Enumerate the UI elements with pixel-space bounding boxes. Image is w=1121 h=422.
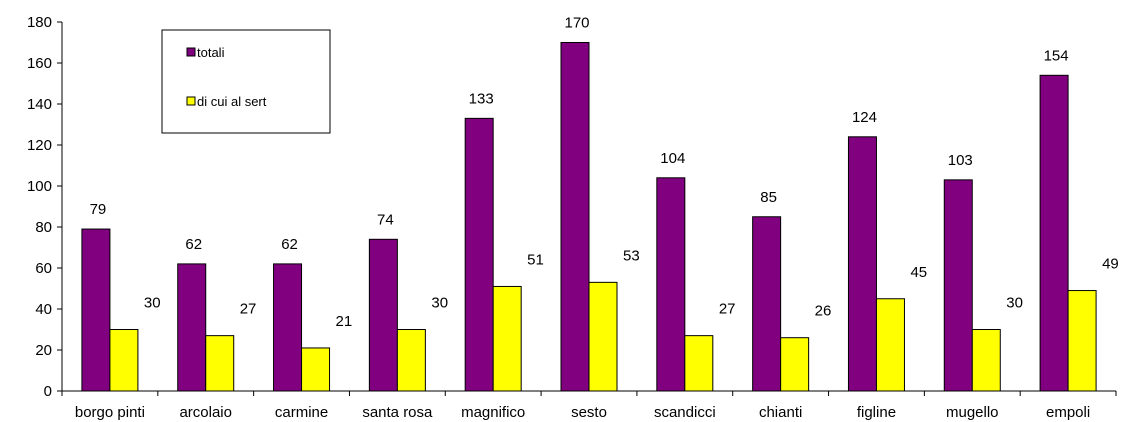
x-tick-label: carmine bbox=[275, 404, 328, 421]
bar-totali bbox=[656, 177, 686, 392]
y-tick-label: 100 bbox=[27, 178, 52, 195]
data-label-totali: 79 bbox=[90, 201, 107, 218]
data-label-di-cui-al-sert: 51 bbox=[527, 251, 544, 268]
data-label-di-cui-al-sert: 27 bbox=[719, 301, 736, 318]
data-label-totali: 133 bbox=[469, 90, 494, 107]
legend-label-sert: di cui al sert bbox=[197, 94, 267, 109]
bar-totali bbox=[1039, 74, 1069, 392]
bar-di-cui-al-sert bbox=[205, 335, 235, 392]
bar-di-cui-al-sert bbox=[301, 347, 331, 392]
y-tick-label: 40 bbox=[35, 301, 52, 318]
data-label-di-cui-al-sert: 53 bbox=[623, 247, 640, 264]
bar-totali bbox=[177, 263, 207, 392]
data-label-di-cui-al-sert: 49 bbox=[1102, 256, 1119, 273]
data-label-totali: 85 bbox=[760, 189, 777, 206]
y-tick-label: 80 bbox=[35, 219, 52, 236]
data-label-totali: 124 bbox=[852, 109, 877, 126]
x-tick-label: santa rosa bbox=[362, 404, 433, 421]
x-tick-label: chianti bbox=[759, 404, 802, 421]
bar-totali bbox=[847, 136, 877, 392]
bar-di-cui-al-sert bbox=[684, 335, 714, 392]
bar-totali bbox=[464, 117, 494, 392]
x-tick-label: sesto bbox=[571, 404, 607, 421]
y-axis: 0 20 40 60 80 100 120 140 160 180 bbox=[27, 14, 63, 400]
y-tick-label: 60 bbox=[35, 260, 52, 277]
legend-swatch-totali bbox=[186, 47, 196, 57]
y-tick-label: 20 bbox=[35, 342, 52, 359]
bar-totali bbox=[81, 228, 111, 392]
bar-di-cui-al-sert bbox=[780, 337, 810, 392]
bar-di-cui-al-sert bbox=[492, 285, 522, 392]
data-label-di-cui-al-sert: 30 bbox=[144, 295, 161, 312]
data-label-totali: 104 bbox=[660, 150, 685, 167]
x-axis: borgo pinti arcolaio carmine santa rosa magn… bbox=[61, 390, 1117, 421]
data-labels: 79 62 62 74 133 170 104 85 124 103 154 30 27 21 30 51 53… bbox=[90, 15, 1119, 330]
bar-di-cui-al-sert bbox=[875, 298, 905, 392]
data-label-totali: 62 bbox=[281, 236, 298, 253]
x-tick-label: magnifico bbox=[461, 404, 525, 421]
x-tick-label: empoli bbox=[1046, 404, 1090, 421]
y-tick-label: 160 bbox=[27, 55, 52, 72]
x-tick-label: arcolaio bbox=[179, 404, 232, 421]
y-tick-label: 180 bbox=[27, 14, 52, 31]
legend: totali di cui al sert bbox=[161, 29, 331, 134]
data-label-totali: 154 bbox=[1044, 47, 1069, 64]
x-tick-label: figline bbox=[857, 404, 896, 421]
bar-di-cui-al-sert bbox=[1067, 290, 1097, 392]
bar-di-cui-al-sert bbox=[588, 281, 618, 392]
legend-swatch-sert bbox=[186, 96, 196, 106]
data-label-totali: 74 bbox=[377, 211, 394, 228]
data-label-di-cui-al-sert: 30 bbox=[431, 295, 448, 312]
bar-totali bbox=[943, 179, 973, 392]
bar-totali bbox=[560, 42, 590, 392]
data-label-totali: 170 bbox=[564, 15, 589, 32]
x-tick-label: borgo pinti bbox=[75, 404, 145, 421]
data-label-di-cui-al-sert: 27 bbox=[240, 301, 257, 318]
x-tick-label: mugello bbox=[946, 404, 999, 421]
data-label-di-cui-al-sert: 21 bbox=[336, 313, 353, 330]
x-tick-label: scandicci bbox=[654, 404, 716, 421]
data-label-totali: 103 bbox=[948, 152, 973, 169]
data-label-di-cui-al-sert: 26 bbox=[815, 303, 832, 320]
y-tick-label: 0 bbox=[44, 383, 52, 400]
bar-di-cui-al-sert bbox=[109, 329, 139, 392]
data-label-di-cui-al-sert: 45 bbox=[910, 264, 927, 281]
data-label-di-cui-al-sert: 30 bbox=[1006, 295, 1023, 312]
legend-label-totali: totali bbox=[197, 45, 225, 60]
legend-box bbox=[161, 29, 331, 134]
bars bbox=[81, 42, 1097, 392]
bar-di-cui-al-sert bbox=[971, 329, 1001, 392]
bar-totali bbox=[752, 216, 782, 392]
data-label-totali: 62 bbox=[185, 236, 202, 253]
bar-di-cui-al-sert bbox=[396, 329, 426, 392]
bar-totali bbox=[273, 263, 303, 392]
bar-totali bbox=[368, 238, 398, 392]
y-tick-label: 120 bbox=[27, 137, 52, 154]
y-tick-label: 140 bbox=[27, 96, 52, 113]
